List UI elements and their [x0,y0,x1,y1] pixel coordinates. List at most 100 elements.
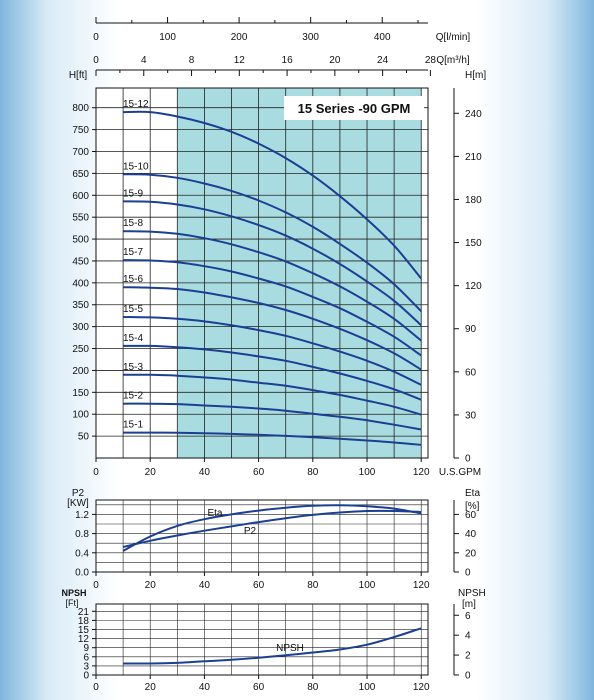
head-curve-15-6 [123,286,422,371]
head-chart: 5010015020025030035040045050055060065070… [69,17,486,478]
head-y-tick-label: 650 [72,169,89,180]
power-y2-tick-label: 20 [465,548,477,559]
power-y-tick-label: 0.8 [75,529,89,540]
head-curve-label-15-3: 15-3 [123,362,143,373]
power-y-axis-label: P2 [72,488,85,499]
head-y-tick-label: 500 [72,235,89,246]
head-y-tick-label: 350 [72,300,89,311]
head-curve-label-15-2: 15-2 [123,391,143,402]
power-x-tick-label: 0 [93,580,99,591]
power-y-tick-label: 0.4 [75,548,89,559]
top-lmin-tick-label: 0 [93,32,99,43]
npsh-y2-tick-label: 4 [465,631,471,642]
head-plot-frame [95,87,429,459]
npsh-x-tick-label: 60 [253,682,265,693]
npsh-plot-frame [95,603,429,676]
head-y2-tick-label: 150 [465,238,482,249]
head-curve-15-12 [123,110,422,280]
npsh-y-tick-label: 15 [78,625,90,636]
head-curve-15-4 [123,344,422,401]
head-curve-15-9 [123,200,422,327]
head-y-tick-label: 400 [72,278,89,289]
curve-p2 [122,509,422,548]
head-y-tick-label: 600 [72,191,89,202]
head-curve-label-15-5: 15-5 [123,304,143,315]
head-x-tick-label: 60 [253,467,265,478]
power-y2-tick-label: 0 [465,568,471,579]
head-y-tick-label: 200 [72,366,89,377]
head-y-tick-label: 150 [72,388,89,399]
npsh-y-tick-label: 21 [78,607,90,618]
head-y-axis-label: H[ft] [69,70,88,81]
npsh-x-tick-label: 100 [359,682,376,693]
head-x-tick-label: 40 [199,467,211,478]
head-y2-tick-label: 120 [465,281,482,292]
top-m3h-tick-label: 16 [282,55,294,66]
power-y-tick-label: 1.2 [75,510,89,521]
power-y-axis-unit: [KW] [67,498,89,509]
top-m3h-tick-label: 20 [329,55,341,66]
head-curve-15-8 [123,230,422,342]
head-y-tick-label: 50 [78,432,90,443]
power-y2-axis-unit: [%] [465,501,480,512]
top-lmin-tick-label: 200 [231,32,248,43]
npsh-y2-axis-unit: [m] [462,599,476,610]
npsh-y-tick-label: 12 [78,634,90,645]
npsh-x-tick-label: 120 [413,682,430,693]
head-curve-label-15-6: 15-6 [123,274,143,285]
curve-eta [122,504,422,552]
head-y-tick-label: 550 [72,213,89,224]
power-x-tick-label: 80 [307,580,319,591]
head-y2-axis-label: H[m] [465,70,486,81]
top-m3h-tick-label: 4 [141,55,147,66]
head-x-tick-label: 80 [307,467,319,478]
power-x-tick-label: 20 [145,580,157,591]
power-y2-axis-label: Eta [465,488,480,499]
head-curve-label-15-7: 15-7 [123,247,143,258]
head-y2-tick-label: 60 [465,367,477,378]
head-curve-label-15-4: 15-4 [123,333,143,344]
npsh-x-tick-label: 20 [145,682,157,693]
power-x-tick-label: 120 [413,580,430,591]
top-m3h-tick-label: 24 [377,55,389,66]
npsh-y-tick-label: 3 [83,661,89,672]
npsh-y2-tick-label: 6 [465,611,471,622]
top-m3h-tick-label: 12 [234,55,246,66]
head-y-tick-label: 750 [72,125,89,136]
npsh-curve [123,627,422,665]
npsh-y-axis-label: NPSH [61,588,86,598]
head-y-tick-label: 450 [72,256,89,267]
head-x-axis-label: U.S.GPM [439,467,481,478]
head-x-tick-label: 0 [93,467,99,478]
head-y2-tick-label: 30 [465,410,477,421]
npsh-y-tick-label: 18 [78,616,90,627]
head-y2-tick-label: 210 [465,152,482,163]
power-x-tick-label: 60 [253,580,265,591]
npsh-y-tick-label: 6 [83,652,89,663]
head-y2-tick-label: 90 [465,324,477,335]
npsh-y-axis-unit: [Ft] [66,598,79,608]
head-curve-15-2 [123,402,422,431]
recommended-range-band [177,88,422,458]
power-y2-tick-label: 40 [465,529,477,540]
npsh-x-tick-label: 80 [307,682,319,693]
npsh-x-tick-label: 0 [93,682,99,693]
head-x-tick-label: 100 [359,467,376,478]
npsh-y2-tick-label: 0 [465,671,471,682]
p2-curve-label: P2 [244,526,257,537]
chart-title-box [284,96,424,120]
head-y2-tick-label: 0 [465,454,471,465]
head-y-tick-label: 700 [72,147,89,158]
top-m3h-axis-label: Q[m³/h] [436,55,470,66]
power-y-tick-label: 0.0 [75,568,89,579]
head-y-tick-label: 300 [72,322,89,333]
npsh-curve-label: NPSH [276,643,304,654]
head-curve-label-15-10: 15-10 [123,161,149,172]
head-x-tick-label: 120 [413,467,430,478]
head-y-tick-label: 100 [72,410,89,421]
head-curve-15-1 [123,431,422,446]
top-m3h-tick-label: 0 [93,55,99,66]
head-curve-15-10 [123,173,422,313]
head-curve-15-3 [123,373,422,416]
